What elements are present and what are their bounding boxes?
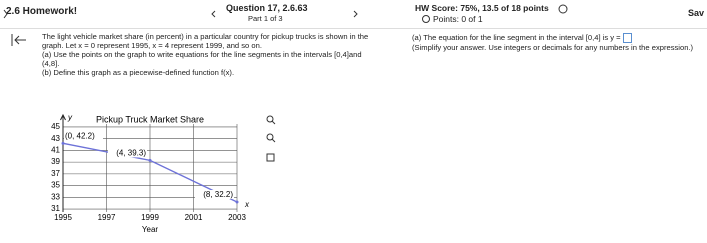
points-icon: [422, 15, 430, 23]
data-point: [235, 200, 239, 204]
problem-part-a: (a) Use the points on the graph to write…: [42, 50, 362, 68]
y-tick-label: 41: [51, 146, 60, 155]
part-indicator: Part 1 of 3: [248, 14, 283, 23]
settings-icon[interactable]: [558, 4, 568, 14]
hw-score: HW Score: 75%, 13.5 of 18 points: [415, 3, 549, 13]
points: Points: 0 of 1: [433, 14, 483, 24]
zoom-out-icon[interactable]: [266, 133, 276, 143]
next-question[interactable]: [353, 10, 358, 18]
question-title: Question 17, 2.6.63: [226, 3, 308, 13]
y-tick-label: 39: [51, 157, 60, 166]
x-axis-symbol: x: [244, 200, 250, 209]
problem-intro: The light vehicle market share (in perce…: [42, 32, 369, 50]
data-point: [61, 141, 65, 145]
value-label-bg: [195, 190, 234, 200]
data-point: [148, 158, 152, 162]
header-bar: [0, 0, 707, 29]
answer-prompt: (a) The equation for the line segment in…: [412, 33, 632, 43]
x-tick-label: 1997: [98, 213, 116, 222]
save-button[interactable]: Sav: [688, 8, 705, 18]
y-axis-arrow: [60, 113, 66, 121]
y-tick-label: 37: [51, 169, 60, 178]
zoom-in-icon[interactable]: [266, 115, 276, 125]
section-title: 2.6 Homework!: [6, 6, 78, 17]
value-label-bg: [64, 131, 103, 141]
back-chevron[interactable]: [3, 9, 8, 19]
value-label-bg: [108, 148, 147, 158]
popout-icon[interactable]: [266, 153, 275, 162]
x-tick-label: 1999: [141, 213, 159, 222]
y-tick-label: 35: [51, 181, 60, 190]
y-axis-symbol: y: [67, 113, 73, 122]
value-label: (4, 39.3): [116, 148, 146, 157]
value-label: (0, 42.2): [65, 131, 95, 140]
answer-prompt-text: (a) The equation for the line segment in…: [412, 33, 621, 42]
value-label: (8, 32.2): [203, 190, 233, 199]
y-tick-label: 43: [51, 134, 60, 143]
y-tick-label: 31: [51, 204, 60, 213]
y-tick-label: 33: [51, 192, 60, 201]
x-tick-label: 1995: [54, 213, 72, 222]
collapse-arrow[interactable]: [14, 35, 26, 45]
x-tick-label: 2003: [228, 213, 246, 222]
x-axis-label: Year: [142, 225, 159, 234]
chart-title: Pickup Truck Market Share: [96, 114, 204, 124]
y-tick-label: 45: [51, 122, 60, 131]
answer-note: (Simplify your answer. Use integers or d…: [412, 43, 694, 52]
prev-question[interactable]: [211, 10, 216, 18]
problem-part-b: (b) Define this graph as a piecewise-def…: [42, 68, 235, 77]
x-tick-label: 2001: [185, 213, 203, 222]
answer-box[interactable]: [622, 33, 632, 43]
